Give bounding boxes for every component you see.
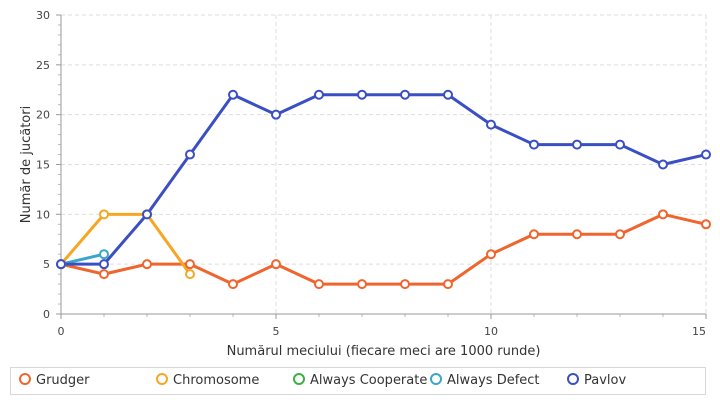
data-point xyxy=(271,259,281,270)
series-line xyxy=(59,212,192,276)
data-point xyxy=(615,139,625,150)
legend-label: Chromosome xyxy=(173,373,260,388)
legend-marker-icon xyxy=(567,373,579,385)
legend-marker-icon xyxy=(19,373,31,385)
data-point xyxy=(185,269,195,280)
data-point xyxy=(443,279,453,290)
legend-label: Grudger xyxy=(36,373,90,388)
data-point xyxy=(185,149,195,160)
y-tick-label: 15 xyxy=(36,159,50,172)
data-point xyxy=(443,89,453,100)
legend-item[interactable]: Chromosome xyxy=(156,368,259,394)
data-point xyxy=(701,219,711,230)
x-tick-labels: 0 5 10 15 xyxy=(58,325,707,338)
y-tick-label: 5 xyxy=(43,258,50,271)
data-point xyxy=(615,229,625,240)
data-point xyxy=(142,209,152,220)
data-point xyxy=(658,159,668,170)
series-line xyxy=(61,93,707,266)
legend-label: Always Defect xyxy=(447,373,540,388)
legend-item[interactable]: Always Cooperate xyxy=(293,368,427,394)
legend-marker-icon xyxy=(156,373,168,385)
x-tick-label: 5 xyxy=(273,325,280,338)
x-axis-label: Numărul meciului (fiecare meci are 1000 … xyxy=(227,344,541,359)
data-point xyxy=(529,229,539,240)
data-point xyxy=(99,269,109,280)
legend-label: Always Cooperate xyxy=(310,373,428,388)
x-tick-label: 10 xyxy=(484,325,498,338)
data-point xyxy=(486,249,496,260)
series-line xyxy=(60,212,707,286)
data-point xyxy=(400,279,410,290)
data-point xyxy=(701,149,711,160)
y-tick-label: 0 xyxy=(43,308,50,321)
data-point xyxy=(357,89,367,100)
legend-item[interactable]: Always Defect xyxy=(430,368,540,394)
x-tick-label: 0 xyxy=(58,325,65,338)
data-point xyxy=(486,119,496,130)
data-point xyxy=(400,89,410,100)
grid-lines xyxy=(61,14,707,314)
series-points xyxy=(56,89,711,290)
series-line xyxy=(60,252,105,266)
y-tick-label: 20 xyxy=(36,109,50,122)
data-point xyxy=(99,249,109,260)
data-point xyxy=(228,279,238,290)
legend-label: Pavlov xyxy=(584,373,627,388)
data-point xyxy=(658,209,668,220)
line-chart: 0 5 10 15 0 5 10 15 20 25 30 Numărul meciului (fi… xyxy=(19,9,711,359)
series-lines xyxy=(59,93,707,286)
data-point xyxy=(142,259,152,270)
data-point xyxy=(99,209,109,220)
data-point xyxy=(56,259,66,270)
data-point xyxy=(572,229,582,240)
y-tick-label: 10 xyxy=(36,208,50,221)
data-point xyxy=(572,139,582,150)
data-point xyxy=(271,109,281,120)
y-tick-label: 30 xyxy=(36,9,50,22)
data-point xyxy=(185,259,195,270)
data-point xyxy=(314,279,324,290)
x-tick-label: 15 xyxy=(692,325,706,338)
legend: Grudger Chromosome Always Cooperate Always … xyxy=(10,367,706,395)
legend-item[interactable]: Grudger xyxy=(19,368,90,394)
legend-marker-icon xyxy=(293,373,305,385)
data-point xyxy=(228,89,238,100)
axes xyxy=(56,14,707,319)
data-point xyxy=(529,139,539,150)
legend-item[interactable]: Pavlov xyxy=(567,368,626,394)
data-point xyxy=(99,259,109,270)
y-tick-label: 25 xyxy=(36,59,50,72)
data-point xyxy=(357,279,367,290)
data-point xyxy=(314,89,324,100)
y-tick-labels: 0 5 10 15 20 25 30 xyxy=(36,9,50,321)
y-axis-label: Număr de jucători xyxy=(19,106,34,223)
legend-marker-icon xyxy=(430,373,442,385)
